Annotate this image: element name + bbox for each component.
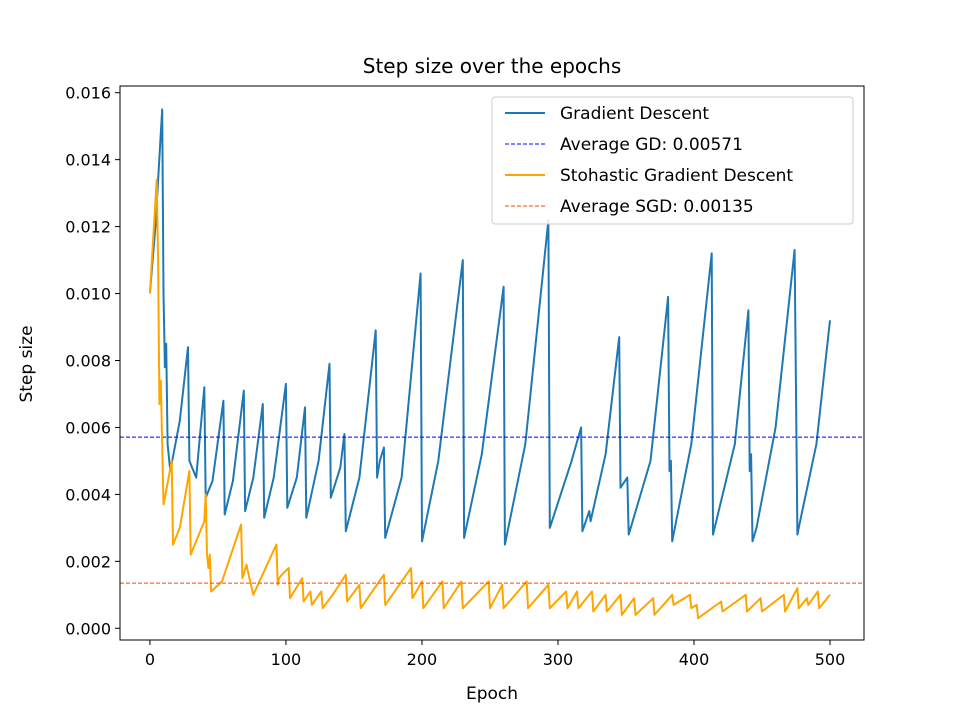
x-tick-label: 100 — [271, 650, 302, 669]
legend-label-0: Gradient Descent — [560, 104, 709, 124]
y-tick-label: 0.006 — [65, 418, 111, 437]
axes-frame — [119, 85, 865, 641]
series-line-2 — [148, 178, 831, 620]
y-axis-label: Step size — [17, 325, 37, 402]
y-tick-label: 0.010 — [65, 285, 111, 304]
y-tick-label: 0.014 — [65, 151, 111, 170]
y-tick-label: 0.008 — [65, 351, 111, 370]
y-tick-label: 0.004 — [65, 485, 111, 504]
legend-label-3: Average SGD: 0.00135 — [560, 197, 754, 217]
legend-label-1: Average GD: 0.00571 — [560, 135, 743, 155]
y-tick-label: 0.002 — [65, 552, 111, 571]
y-tick-label: 0.012 — [65, 218, 111, 237]
legend: Gradient Descent Average GD: 0.00571 Stoha… — [491, 96, 854, 225]
x-tick-label: 300 — [543, 650, 574, 669]
plot-area: 0 100 200 300 400 500 0.000 0.002 0.004 0.006 0.00… — [65, 84, 865, 669]
x-axis-label: Epoch — [466, 684, 518, 704]
x-tick-label: 500 — [815, 650, 846, 669]
legend-label-2: Stohastic Gradient Descent — [560, 166, 793, 186]
legend-box — [491, 96, 854, 225]
x-tick-label: 0 — [145, 650, 155, 669]
chart-title: Step size over the epochs — [363, 54, 622, 78]
y-tick-label: 0.016 — [65, 84, 111, 103]
series-layer — [120, 108, 864, 620]
y-tick-label: 0.000 — [65, 619, 111, 638]
x-tick-label: 400 — [679, 650, 710, 669]
x-tick-label: 200 — [407, 650, 438, 669]
series-line-0 — [148, 108, 831, 546]
